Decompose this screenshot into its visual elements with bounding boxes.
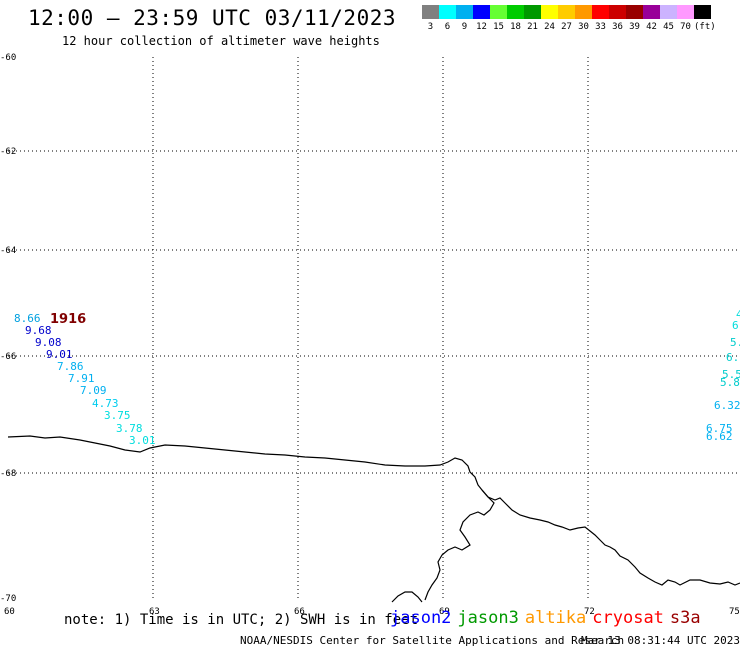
colorbar-label: 27	[561, 22, 572, 32]
colorbar-swatch	[456, 5, 473, 19]
coastline	[7, 435, 740, 603]
colorbar-swatch	[592, 5, 609, 19]
wave-height-value: 3.75	[104, 409, 131, 422]
wave-height-value: 6.75	[706, 422, 733, 435]
wave-height-value: 6	[732, 319, 739, 332]
wave-height-value: 7.91	[68, 372, 95, 385]
wave-height-value: 6.32	[714, 399, 740, 412]
colorbar-swatch	[626, 5, 643, 19]
wave-height-value: 7.09	[80, 384, 107, 397]
map-subtitle: 12 hour collection of altimeter wave hei…	[62, 34, 380, 48]
wave-height-value: 4.73	[92, 397, 119, 410]
colorbar-swatch	[473, 5, 490, 19]
wave-height-value: 3.78	[116, 422, 143, 435]
colorbar-label: 45	[663, 22, 674, 32]
longitude-tick-label: 72	[584, 607, 595, 617]
longitude-tick-label: 60	[4, 607, 15, 617]
latitude-tick-label: -66	[0, 352, 16, 362]
colorbar-swatch	[609, 5, 626, 19]
colorbar-swatch	[575, 5, 592, 19]
colorbar-swatch	[694, 5, 711, 19]
latitude-tick-label: -62	[0, 147, 16, 157]
wave-height-value: 5.5	[722, 368, 740, 381]
legend-satellite-s3a: s3a	[669, 608, 701, 628]
colorbar-swatch	[507, 5, 524, 19]
colorbar-swatch	[541, 5, 558, 19]
longitude-tick-label: 75	[729, 607, 740, 617]
wave-height-value: 8.66	[14, 312, 41, 325]
colorbar-label: 3	[427, 22, 434, 32]
coastline-antarctica	[7, 435, 740, 586]
colorbar-swatch	[660, 5, 677, 19]
wave-height-value: 5.86	[720, 376, 740, 389]
colorbar-label: 9	[461, 22, 468, 32]
legend-satellite-jason3: jason3	[457, 608, 519, 628]
wave-height-value: 7.86	[57, 360, 84, 373]
wave-height-track-left: 8.669.689.089.017.867.917.094.733.753.78…	[14, 312, 156, 447]
colorbar-swatch	[422, 5, 439, 19]
wave-height-value: 9.68	[25, 324, 52, 337]
colorbar-label: 42	[646, 22, 657, 32]
footer-credit: NOAA/NESDIS Center for Satellite Applica…	[240, 634, 625, 647]
colorbar-swatch	[524, 5, 541, 19]
colorbar-label: 36	[612, 22, 623, 32]
map-title: 12:00 – 23:59 UTC 03/11/2023	[28, 6, 397, 30]
legend-satellite-jason2: jason2	[390, 608, 452, 628]
colorbar-swatch	[558, 5, 575, 19]
latitude-tick-label: -64	[0, 246, 16, 256]
colorbar-label: (ft)	[694, 22, 716, 32]
coastline-inlet	[424, 489, 495, 601]
colorbar-label: 39	[629, 22, 640, 32]
colorbar-swatch	[643, 5, 660, 19]
colorbar-label: 70	[680, 22, 691, 32]
colorbar-label: 30	[578, 22, 589, 32]
wave-height-track-right: 46 5. 6.0 5.55.86 6.32 6.756.62	[706, 308, 740, 443]
wave-height-value: 9.08	[35, 336, 62, 349]
map-gridlines	[8, 57, 740, 600]
wave-height-value: 4	[736, 308, 740, 321]
colorbar-label: 21	[527, 22, 538, 32]
latitude-tick-label: -68	[0, 469, 16, 479]
colorbar-label: 6	[444, 22, 451, 32]
coastline-fragment	[391, 591, 423, 603]
wave-height-colorbar	[422, 5, 711, 19]
longitude-tick-label: 63	[149, 607, 160, 617]
satellite-legend: jason2 jason3 altika cryosat s3a	[390, 608, 707, 628]
legend-satellite-cryosat: cryosat	[592, 608, 664, 628]
wave-height-value: 6.62	[706, 430, 733, 443]
latitude-tick-label: -70	[0, 594, 16, 604]
legend-satellite-altika: altika	[524, 608, 587, 628]
units-note: note: 1) Time is in UTC; 2) SWH is in fe…	[64, 612, 419, 628]
longitude-tick-label: 69	[439, 607, 450, 617]
latitude-tick-label: -60	[0, 53, 16, 63]
colorbar-swatch	[439, 5, 456, 19]
wave-height-value: 6.0	[726, 351, 740, 364]
colorbar-label: 18	[510, 22, 521, 32]
colorbar-swatch	[490, 5, 507, 19]
colorbar-label: 15	[493, 22, 504, 32]
colorbar-label: 12	[476, 22, 487, 32]
track-time-label: 1916	[50, 312, 86, 327]
colorbar-label: 24	[544, 22, 555, 32]
wave-height-value: 5.	[730, 336, 740, 349]
colorbar-label: 33	[595, 22, 606, 32]
colorbar-swatch	[677, 5, 694, 19]
footer-timestamp: Mar 13 08:31:44 UTC 2023	[581, 634, 740, 647]
wave-height-value: 9.01	[46, 348, 73, 361]
wave-height-value: 3.01	[129, 434, 156, 447]
longitude-tick-label: 66	[294, 607, 305, 617]
